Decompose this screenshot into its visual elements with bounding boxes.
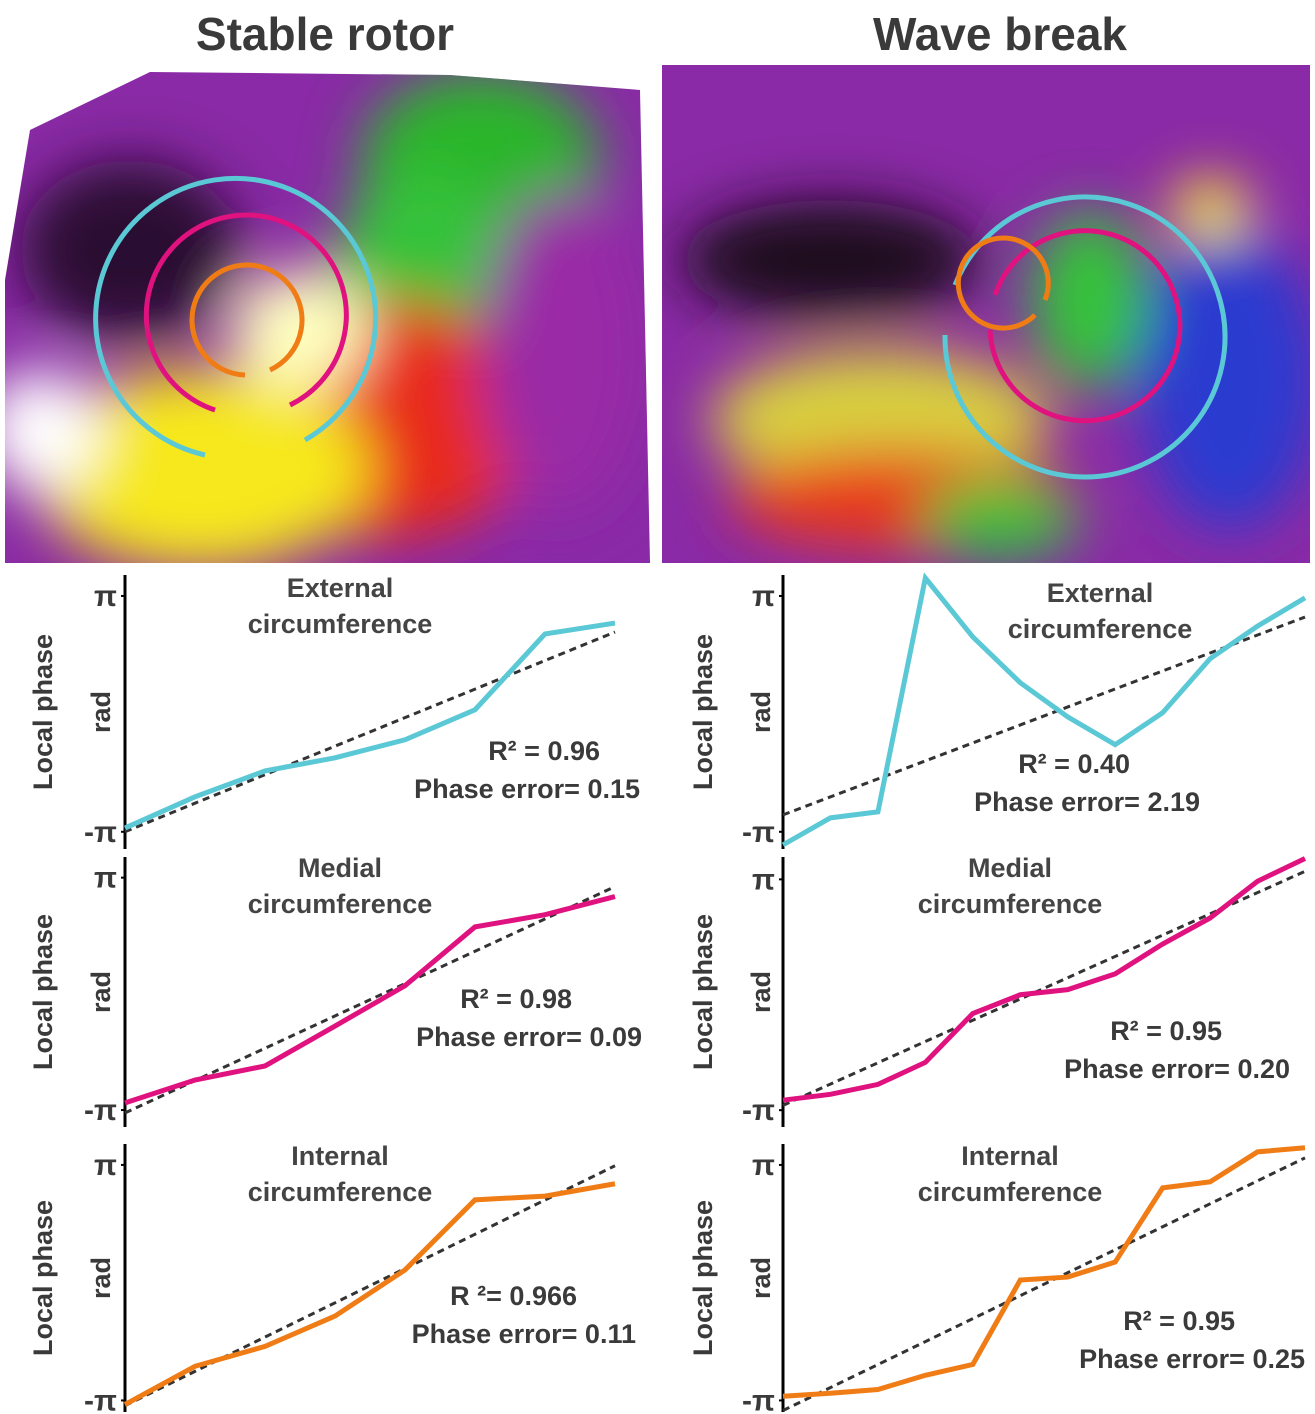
chart-title: Medial circumference bbox=[885, 850, 1135, 922]
chart-title: Medial circumference bbox=[215, 850, 465, 922]
annotation: R² = 0.40 bbox=[1018, 749, 1130, 779]
chart-title: External circumference bbox=[215, 570, 465, 642]
y-tick-label: -π bbox=[84, 816, 117, 849]
y-tick-label: -π bbox=[84, 1094, 117, 1127]
y-axis-label: Local phase bbox=[688, 1200, 718, 1356]
annotation: R² = 0.95 bbox=[1123, 1306, 1235, 1336]
chart-title: Internal circumference bbox=[215, 1138, 465, 1210]
annotation: Phase error= 0.15 bbox=[414, 774, 640, 804]
annotation: Phase error= 0.20 bbox=[1064, 1054, 1290, 1084]
y-axis-unit: rad bbox=[86, 691, 116, 733]
y-axis-label: Local phase bbox=[28, 1200, 58, 1356]
y-axis-label: Local phase bbox=[688, 634, 718, 790]
y-axis-label: Local phase bbox=[28, 914, 58, 1070]
annotation: Phase error= 0.25 bbox=[1079, 1344, 1305, 1374]
y-tick-label: -π bbox=[742, 1384, 775, 1414]
y-axis-label: Local phase bbox=[688, 914, 718, 1070]
annotation: Phase error= 0.11 bbox=[412, 1319, 636, 1349]
y-tick-label: -π bbox=[742, 816, 775, 849]
y-tick-label: π bbox=[94, 580, 117, 613]
y-tick-label: π bbox=[752, 580, 775, 613]
chart-title: Internal circumference bbox=[885, 1138, 1135, 1210]
y-axis-unit: rad bbox=[746, 1257, 776, 1299]
y-tick-label: π bbox=[752, 1149, 775, 1182]
y-axis-unit: rad bbox=[746, 971, 776, 1013]
y-tick-label: π bbox=[94, 862, 117, 895]
y-tick-label: -π bbox=[742, 1094, 775, 1127]
annotation: R² = 0.98 bbox=[460, 984, 572, 1014]
panel-title: Stable rotor bbox=[196, 8, 454, 60]
figure: Stable rotor Wave break π -π Local phase rad R… bbox=[0, 0, 1315, 1414]
annotation: R² = 0.96 bbox=[488, 736, 600, 766]
y-tick-label: π bbox=[752, 863, 775, 896]
annotation: Phase error= 2.19 bbox=[974, 787, 1200, 817]
annotation: R ²= 0.966 bbox=[450, 1281, 577, 1311]
annotation: Phase error= 0.09 bbox=[416, 1022, 642, 1052]
y-axis-unit: rad bbox=[746, 691, 776, 733]
y-axis-unit: rad bbox=[86, 1257, 116, 1299]
y-axis-label: Local phase bbox=[28, 634, 58, 790]
y-tick-label: π bbox=[94, 1149, 117, 1182]
chart-title: External circumference bbox=[975, 575, 1225, 647]
annotation: R² = 0.95 bbox=[1110, 1016, 1222, 1046]
y-tick-label: -π bbox=[84, 1384, 117, 1414]
y-axis-unit: rad bbox=[86, 971, 116, 1013]
phase-map-right bbox=[662, 65, 1315, 563]
panel-title: Wave break bbox=[873, 8, 1127, 60]
